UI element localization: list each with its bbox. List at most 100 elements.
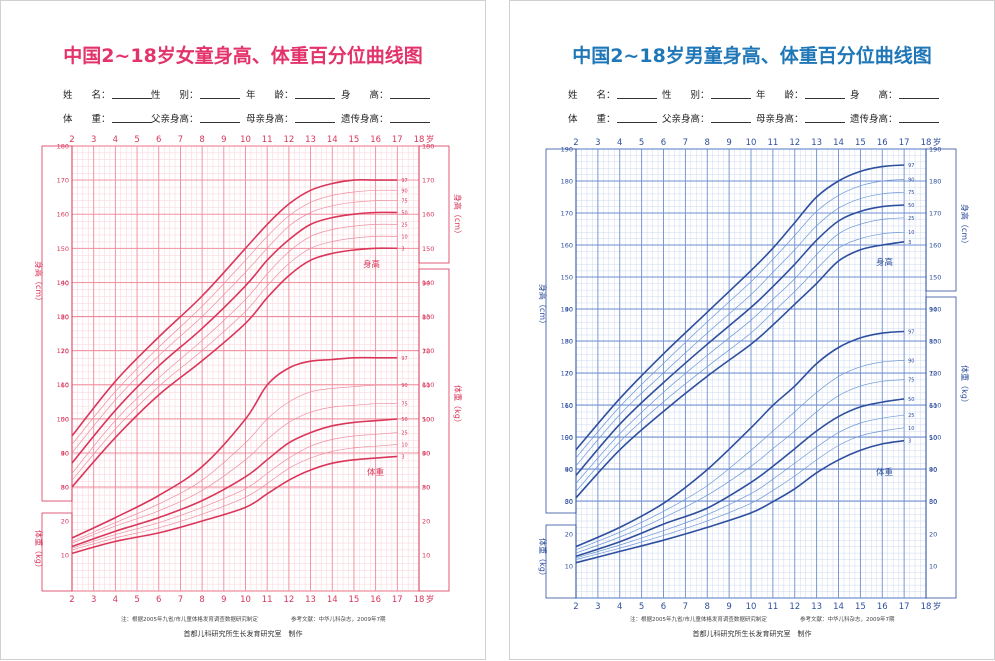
x-tick-label-bottom: 3 bbox=[595, 602, 600, 612]
weight-tick-label-right: 30 bbox=[929, 498, 937, 506]
x-tick-label-top: 3 bbox=[595, 138, 600, 148]
height-axis-title-left: 身高（cm） bbox=[34, 261, 44, 305]
x-tick-label-bottom: 3 bbox=[91, 595, 96, 605]
weight-tick-label-left: 20 bbox=[61, 518, 69, 526]
boys-growth-chart: 2 2 3 3 4 4 5 5 6 6 7 7 8 8 9 9 10 10 11 11 12 12 13 13 14 14 15 15… bbox=[538, 137, 970, 612]
girls-weight-field[interactable]: 体 重： bbox=[63, 111, 152, 125]
boys-age-field[interactable]: 年 龄： bbox=[756, 87, 845, 101]
weight-percentile-curve-p75 bbox=[71, 403, 398, 544]
x-tick-label-bottom: 17 bbox=[392, 595, 403, 605]
boys-weight-field[interactable]: 体 重： bbox=[568, 111, 657, 125]
weight-axis-title-left: 体重（kg） bbox=[34, 530, 44, 572]
height-percentile-curve-p3 bbox=[71, 247, 398, 488]
weight-tick-label-right: 50 bbox=[422, 416, 430, 424]
height-percentile-curve-p25 bbox=[71, 223, 398, 474]
weight-percentile-label: 25 bbox=[908, 413, 914, 419]
weight-tick-label-right: 10 bbox=[422, 552, 430, 560]
x-tick-label-top: 5 bbox=[639, 138, 644, 148]
weight-tick-label-left: 60 bbox=[61, 382, 69, 390]
weight-percentile-curve-p90 bbox=[575, 360, 905, 551]
height-tick-label-right: 110 bbox=[422, 381, 434, 389]
girls-footnote-note: 注：根据2005年九省/市儿童体格发育调查数据研究制定 bbox=[121, 617, 258, 623]
height-percentile-label: 50 bbox=[908, 203, 914, 209]
weight-percentile-curve-p25 bbox=[575, 414, 905, 559]
weight-percentile-label: 97 bbox=[401, 356, 407, 362]
height-axis-title-right: 身高（cm） bbox=[960, 204, 970, 248]
boys-father-height-field[interactable]: 父亲身高： bbox=[662, 111, 751, 125]
weight-percentile-curve-p25 bbox=[71, 432, 398, 549]
x-tick-label-top: 10 bbox=[240, 135, 251, 145]
height-tick-label-left: 120 bbox=[561, 370, 573, 378]
height-tick-label-left: 180 bbox=[57, 143, 69, 151]
weight-tick-label-left: 40 bbox=[61, 450, 69, 458]
x-tick-label-bottom: 4 bbox=[617, 602, 622, 612]
weight-percentile-curve-p90 bbox=[71, 384, 398, 542]
boys-mother-height-field[interactable]: 母亲身高： bbox=[756, 111, 845, 125]
x-tick-label-top: 4 bbox=[617, 138, 622, 148]
weight-tick-label-right: 40 bbox=[929, 466, 937, 474]
weight-percentile-curve-p97 bbox=[71, 356, 398, 539]
boys-name-field[interactable]: 姓 名： bbox=[568, 87, 657, 101]
x-tick-label-top: 2 bbox=[573, 138, 578, 148]
x-tick-label-bottom: 13 bbox=[811, 602, 822, 612]
height-percentile-label: 75 bbox=[401, 199, 407, 205]
weight-tick-label-left: 90 bbox=[61, 280, 69, 288]
height-tick-label-left: 130 bbox=[561, 338, 573, 346]
x-axis-unit-top: 岁 bbox=[426, 134, 435, 145]
boys-sex-field[interactable]: 性 别： bbox=[662, 87, 751, 101]
x-tick-label-bottom: 5 bbox=[639, 602, 644, 612]
x-tick-label-bottom: 8 bbox=[705, 602, 710, 612]
boys-height-field[interactable]: 身 高： bbox=[850, 87, 939, 101]
boys-footnote-reference: 参考文献：中华儿科杂志，2009年7期 bbox=[800, 617, 895, 623]
height-axis-box-left bbox=[41, 145, 73, 502]
boys-maker: 首都儿科研究所生长发育研究室 制作 bbox=[692, 630, 812, 638]
x-tick-label-bottom: 17 bbox=[899, 602, 910, 612]
girls-growth-chart: 2 2 3 3 4 4 5 5 6 6 7 7 8 8 9 9 10 10 11 11 12 12 13 13 14 14 15 15… bbox=[34, 134, 463, 605]
height-percentile-label: 90 bbox=[908, 177, 914, 183]
weight-tick-label-right: 50 bbox=[929, 434, 937, 442]
height-tick-label-left: 80 bbox=[61, 484, 69, 492]
x-tick-label-bottom: 6 bbox=[661, 602, 666, 612]
x-tick-label-bottom: 12 bbox=[789, 602, 800, 612]
height-percentile-label: 25 bbox=[401, 222, 407, 228]
x-tick-label-bottom: 14 bbox=[833, 602, 844, 612]
height-axis-box-left bbox=[545, 148, 577, 514]
boys-genetic-height-field[interactable]: 遗传身高： bbox=[850, 111, 939, 125]
girls-growth-chart-sheet: 中国2~18岁女童身高、体重百分位曲线图 姓 名： 性 别： 年 龄： 身 高：… bbox=[0, 0, 486, 660]
height-tick-label-right: 140 bbox=[422, 279, 434, 287]
x-tick-label-top: 11 bbox=[767, 138, 778, 148]
height-tick-label-right: 160 bbox=[422, 211, 434, 219]
girls-age-field[interactable]: 年 龄： bbox=[246, 87, 335, 101]
weight-tick-label-left: 40 bbox=[565, 466, 573, 474]
girls-genetic-height-field[interactable]: 遗传身高： bbox=[341, 111, 430, 125]
height-percentile-curve-p10 bbox=[71, 235, 398, 481]
height-tick-label-right: 190 bbox=[929, 146, 941, 154]
x-tick-label-top: 17 bbox=[392, 135, 403, 145]
girls-mother-height-field[interactable]: 母亲身高： bbox=[246, 111, 335, 125]
x-tick-label-top: 4 bbox=[113, 135, 118, 145]
weight-percentile-label: 75 bbox=[908, 378, 914, 384]
girls-father-height-field[interactable]: 父亲身高： bbox=[151, 111, 240, 125]
height-tick-label-left: 80 bbox=[565, 498, 573, 506]
height-tick-label-left: 180 bbox=[561, 178, 573, 186]
x-tick-label-top: 13 bbox=[305, 135, 316, 145]
weight-tick-label-right: 20 bbox=[929, 530, 937, 538]
height-percentile-label: 75 bbox=[908, 190, 914, 196]
weight-tick-label-left: 80 bbox=[61, 314, 69, 322]
x-tick-label-top: 6 bbox=[156, 135, 161, 145]
height-percentile-label: 50 bbox=[401, 210, 407, 216]
x-tick-label-bottom: 7 bbox=[178, 595, 183, 605]
weight-percentile-curve-p50 bbox=[575, 398, 905, 558]
height-tick-label-left: 90 bbox=[565, 466, 573, 474]
x-tick-label-top: 2 bbox=[69, 135, 74, 145]
girls-name-field[interactable]: 姓 名： bbox=[63, 87, 152, 101]
height-tick-label-left: 160 bbox=[561, 242, 573, 250]
weight-tick-label-right: 60 bbox=[929, 402, 937, 410]
girls-height-field[interactable]: 身 高： bbox=[341, 87, 430, 101]
weight-tick-label-left: 10 bbox=[61, 552, 69, 560]
height-tick-label-right: 120 bbox=[422, 347, 434, 355]
height-percentile-curve-p90 bbox=[71, 189, 398, 445]
girls-sex-field[interactable]: 性 别： bbox=[151, 87, 240, 101]
x-tick-label-top: 13 bbox=[811, 138, 822, 148]
weight-axis-title-right: 体重（kg） bbox=[960, 365, 970, 407]
